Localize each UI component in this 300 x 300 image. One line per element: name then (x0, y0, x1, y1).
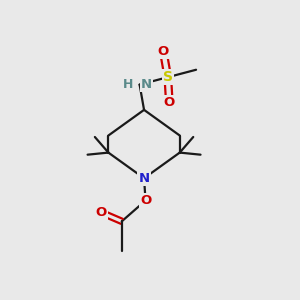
Text: O: O (140, 194, 151, 207)
Text: N: N (141, 78, 152, 91)
Text: O: O (158, 45, 169, 58)
Text: N: N (139, 172, 150, 185)
Text: H: H (123, 78, 133, 91)
Text: O: O (164, 96, 175, 109)
Text: S: S (163, 70, 173, 84)
Text: O: O (95, 206, 106, 219)
